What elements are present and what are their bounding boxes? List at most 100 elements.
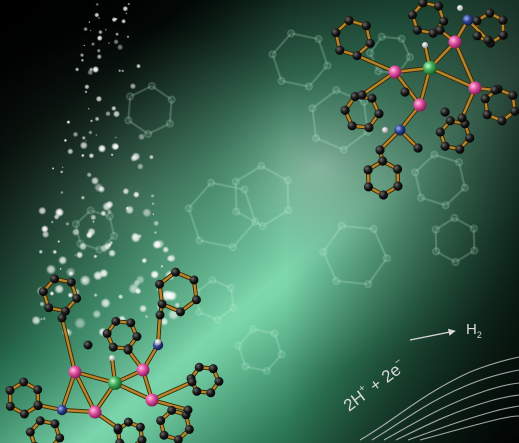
arrow-icon [409,328,456,341]
ghost-atom [332,86,341,95]
ghost-atom [382,254,391,263]
sparkle [63,138,68,143]
sparkle [118,69,122,73]
sparkle [92,309,102,319]
carbon-atom [83,340,93,350]
ghost-atom [240,185,249,194]
sparkle [150,270,160,279]
carbon-atom [25,427,35,437]
carbon-atom [55,433,65,443]
sparkle [111,105,117,112]
ghost-atom [126,92,135,101]
sparkle [90,176,100,186]
carbon-atom [33,400,43,410]
sparkle [108,249,117,258]
nickel-catalyst-molecule-bottom [5,267,224,443]
sparkle [54,284,65,295]
ghost-atom [374,67,383,76]
sparkle [95,133,98,137]
sparkle [135,275,145,285]
sparkle [79,53,85,58]
ghost-atom [258,221,267,231]
sparkle [94,116,100,122]
hydrogen-atom [457,5,463,11]
sparkle [99,268,109,278]
sparkle [118,294,124,300]
sparkle [88,130,93,135]
sparkle [151,202,155,206]
carbon-atom [35,416,45,426]
carbon-atom [38,287,48,297]
carbon-atom [5,401,15,411]
carbon-atom [50,274,60,284]
carbon-atom [194,362,204,372]
carbon-atom [497,116,507,126]
nickel-catalyst-molecule-top [331,0,519,200]
phosphorus-atom [448,35,462,49]
ghost-atom [234,341,243,350]
sparkle [83,44,86,47]
ghost-atom [124,116,133,125]
carbon-atom [175,307,185,317]
sparkle [61,166,64,169]
sparkle [38,206,47,216]
sparkle [159,317,169,326]
carbon-atom [428,28,438,38]
carbon-atom [5,385,15,395]
carbon-atom [412,25,423,35]
carbon-atom [155,279,165,289]
ghost-atom [332,276,341,286]
sparkle [105,110,111,117]
sparkle [104,28,107,31]
sparkle [81,153,85,158]
sparkle [100,297,111,309]
sparkle [116,44,124,51]
sparkle [60,170,64,174]
sparkle [94,12,100,18]
sparkle [60,190,64,195]
ghost-atom [241,362,250,371]
sparkle [136,163,144,170]
equation-product: H [466,321,477,338]
carbon-atom [435,127,445,137]
sparkle [161,289,174,302]
sparkle [80,195,86,200]
carbon-atom [365,38,375,48]
carbon-atom [44,303,54,313]
ghost-atom [257,161,266,171]
sparkle [136,63,141,69]
sparkle [125,206,129,210]
carbon-atom [400,87,410,97]
sparkle [38,249,43,254]
ghost-ring [413,153,467,207]
voltammogram-curves [359,356,519,441]
ghost-atom [286,29,296,38]
sparkle [84,84,90,90]
nitrogen-atom [462,14,474,26]
sparkle [39,301,45,307]
carbon-atom [445,116,455,126]
ghost-atom [71,219,80,229]
sparkle [85,231,93,239]
bond [428,66,477,90]
phosphorus-atom [388,65,402,79]
carbon-atom [407,10,417,20]
carbon-atom [171,267,181,277]
carbon-atom [214,376,224,386]
ghost-atom [248,325,258,334]
sparkle [155,239,165,249]
ghost-atom [195,236,204,245]
ghost-atom [441,201,450,210]
ghost-atom [268,50,277,59]
ghost-atom [470,246,479,255]
carbon-atom [472,16,482,26]
ghost-atom [251,217,260,226]
sparkle [96,35,103,42]
sparkle [58,255,68,265]
carbon-atom [375,145,385,155]
sparkle [90,214,97,221]
ghost-atom [277,76,286,86]
sparkle [95,2,99,7]
carbon-atom [60,306,70,316]
carbon-atom [364,122,374,133]
